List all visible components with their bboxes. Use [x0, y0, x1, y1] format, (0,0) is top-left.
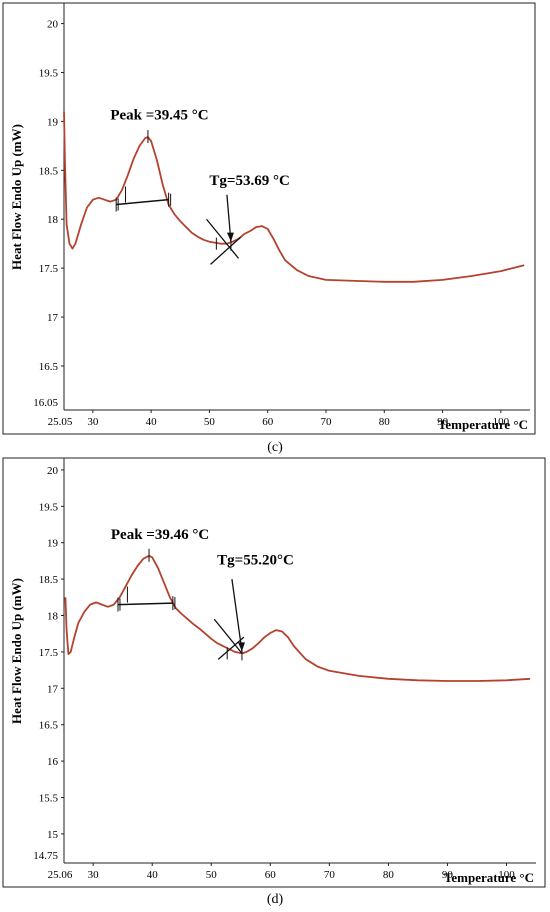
x-start-label: 25.06	[48, 869, 73, 881]
tg-annotation: Tg=53.69 °C	[209, 173, 289, 189]
tg-tangent-line	[210, 236, 242, 265]
chart-frame-d	[2, 457, 546, 888]
x-tick-label: 90	[437, 416, 449, 428]
tg-arrow-head	[237, 642, 245, 652]
chart-d-svg: 20 19.5 19 18.5 18 17.5 17 16.5 16 15.5 15 14.75 30 4…	[2, 457, 546, 888]
peak-baseline	[117, 602, 173, 606]
dsc-chart-d: 20 19.5 19 18.5 18 17.5 17 16.5 16 15.5 15 14.75 30 4…	[0, 455, 550, 912]
x-tick-label: 70	[324, 869, 336, 881]
y-tick-label: 17.5	[39, 263, 59, 275]
x-axis-label: Temperature °C	[438, 417, 528, 432]
chart-c-svg: 20 19.5 19 18.5 18 17.5 17 16.5 16.05 30 40 50 60 70 8…	[2, 2, 536, 435]
y-tick-label: 20	[47, 465, 59, 477]
x-tick-label: 30	[88, 869, 100, 881]
tg-arrow	[231, 579, 243, 652]
y-axis-label: Heat Flow Endo Up (mW)	[9, 124, 24, 270]
tg-tangent-line	[213, 618, 243, 654]
y-min-label: 16.05	[33, 397, 58, 409]
x-tick-label: 50	[204, 416, 216, 428]
y-tick-label: 19.5	[39, 501, 59, 513]
y-tick-label: 20	[47, 19, 59, 31]
y-tick-label: 15.5	[39, 792, 59, 804]
x-axis-label: Temperature °C	[444, 870, 534, 885]
y-tick-label: 16	[47, 756, 59, 768]
y-tick-label: 16.5	[39, 361, 59, 373]
panel-label-c: (c)	[267, 440, 283, 455]
x-start-label: 25.05	[48, 416, 73, 428]
tg-tangent-line	[206, 218, 240, 259]
peak-annotation: Peak =39.45 °C	[110, 107, 208, 123]
y-tick-label: 16.5	[39, 720, 59, 732]
x-tick-label: 70	[320, 416, 332, 428]
y-tick-label: 19	[47, 116, 59, 128]
chart-frame-c	[2, 2, 536, 435]
peak-annotation: Peak =39.46 °C	[111, 527, 209, 543]
panel-label-d: (d)	[266, 892, 284, 907]
y-tick-label: 15	[47, 829, 59, 841]
x-tick-label: 80	[379, 416, 391, 428]
y-tick-label: 19.5	[39, 67, 59, 79]
x-tick-label: 90	[442, 869, 454, 881]
x-tick-label: 60	[265, 869, 277, 881]
x-tick-label: 40	[147, 869, 159, 881]
y-tick-label: 18.5	[39, 165, 59, 177]
x-tick-label: 80	[383, 869, 395, 881]
y-tick-label: 17	[47, 312, 59, 324]
x-tick-label: 60	[262, 416, 274, 428]
tg-tangent-line	[217, 636, 245, 660]
y-tick-label: 17	[47, 683, 59, 695]
y-tick-label: 19	[47, 538, 59, 550]
y-axis-label: Heat Flow Endo Up (mW)	[9, 578, 24, 724]
y-tick-label: 18	[47, 214, 59, 226]
tg-annotation: Tg=55.20°C	[217, 553, 294, 569]
x-tick-label: 30	[87, 416, 99, 428]
peak-baseline	[116, 198, 169, 206]
y-tick-label: 18.5	[39, 574, 59, 586]
heat-flow-curve	[64, 554, 531, 682]
x-tick-label: 40	[146, 416, 158, 428]
tg-arrow-head	[226, 232, 234, 242]
y-tick-label: 17.5	[39, 647, 59, 659]
x-tick-label: 100	[493, 416, 510, 428]
y-tick-label: 18	[47, 611, 59, 623]
x-tick-label: 100	[498, 869, 515, 881]
heat-flow-curve	[63, 111, 525, 283]
x-tick-label: 50	[206, 869, 218, 881]
dsc-chart-c: 20 19.5 19 18.5 18 17.5 17 16.5 16.05 30 40 50 60 70 8…	[2, 2, 536, 455]
y-min-label: 14.75	[33, 850, 58, 862]
